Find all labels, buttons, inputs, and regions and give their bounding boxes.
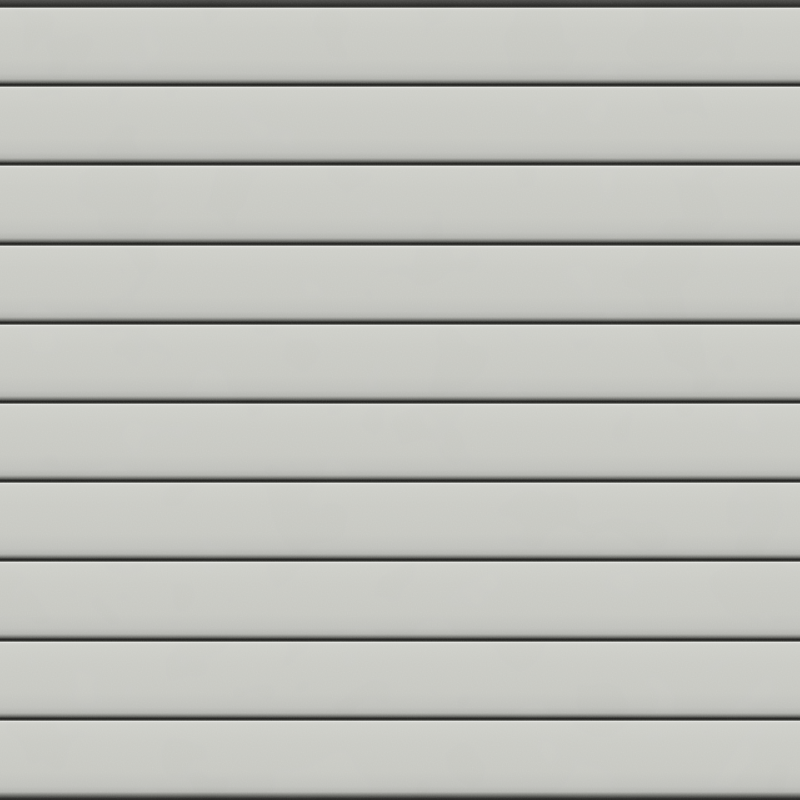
board-gap <box>0 79 800 88</box>
board-gap-top <box>0 0 800 8</box>
siding-board <box>0 720 800 793</box>
board-gap <box>0 712 800 721</box>
siding-board <box>0 562 800 634</box>
siding-board <box>0 641 800 713</box>
siding-board <box>0 483 800 555</box>
board-gap <box>0 237 800 246</box>
board-gap <box>0 633 800 642</box>
board-gap <box>0 316 800 325</box>
siding-board <box>0 166 800 238</box>
board-gap <box>0 554 800 563</box>
siding-board <box>0 324 800 397</box>
siding-board <box>0 245 800 317</box>
board-gap <box>0 475 800 484</box>
siding-board <box>0 404 800 476</box>
siding-board <box>0 87 800 159</box>
board-gap-bottom <box>0 792 800 800</box>
board-gap <box>0 158 800 167</box>
siding-board <box>0 8 800 80</box>
board-gap <box>0 396 800 405</box>
